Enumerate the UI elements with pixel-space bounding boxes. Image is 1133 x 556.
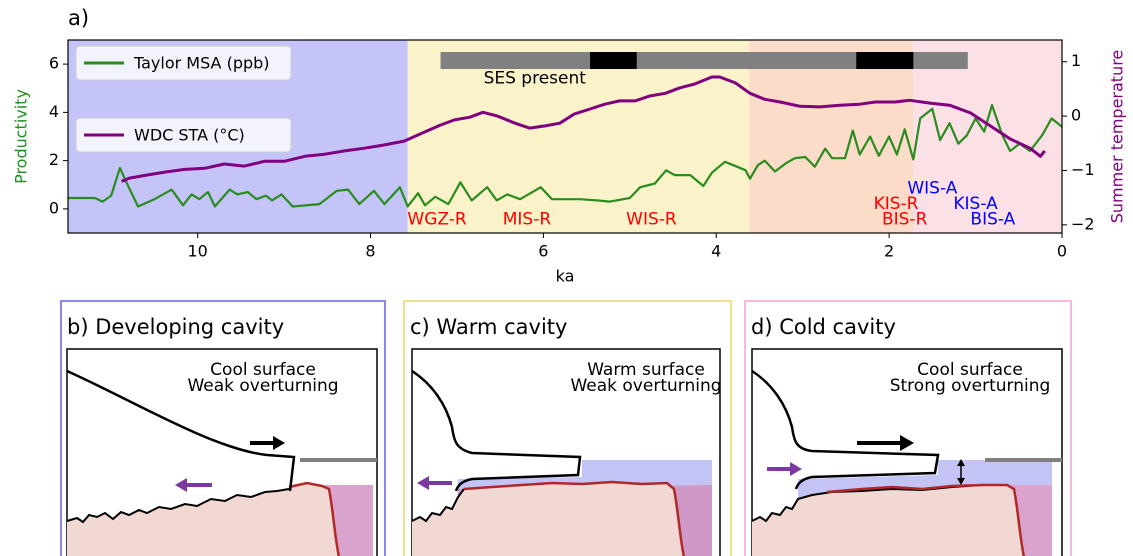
diagram: Warm surface Weak overturning (411, 348, 722, 556)
annotation: BIS-A (970, 210, 1015, 230)
y2-tick-label: −1 (1071, 160, 1095, 179)
seabed (67, 483, 339, 556)
x-tick-label: 6 (538, 242, 548, 261)
x-tick-label: 8 (365, 242, 375, 261)
legend-label: Taylor MSA (ppb) (133, 54, 270, 73)
annotation: WIS-R (626, 210, 677, 230)
seabed-line (411, 488, 465, 523)
y2-tick-label: −2 (1071, 214, 1095, 233)
y-tick-label: 2 (49, 150, 59, 169)
background-region (407, 40, 750, 233)
seabed-line (66, 488, 290, 524)
panel-frame (403, 300, 732, 556)
ses-bar (590, 52, 637, 69)
ses-bar (856, 52, 914, 69)
arrow (273, 436, 285, 450)
diagram: Cool surface Weak overturning (66, 348, 378, 556)
ses-bar (440, 52, 968, 69)
annotation: MIS-R (503, 210, 552, 230)
panel-text: Cool surface (917, 360, 1023, 380)
panel-text: Weak overturning (570, 376, 721, 396)
diagram: Cool surface Strong overturning (751, 348, 1063, 556)
seabed (752, 485, 1024, 556)
arrow (417, 476, 429, 490)
annotation: SES present (484, 69, 587, 89)
x-tick-label: 0 (1057, 242, 1067, 261)
annotation: KIS-A (953, 194, 998, 214)
legend-label: WDC STA (°C) (134, 126, 245, 145)
panel-label: a) (68, 6, 89, 30)
panel-title: c) Warm cavity (410, 315, 567, 339)
legend-box (75, 45, 292, 81)
seabed-line (751, 484, 983, 523)
arrow (790, 462, 802, 476)
y-tick-label: 4 (49, 102, 59, 121)
panel-title: b) Developing cavity (67, 315, 284, 339)
warm-water-line (463, 480, 686, 556)
arrow (175, 478, 187, 492)
data-line (68, 104, 1063, 208)
seabed (412, 482, 684, 556)
annotation: KIS-R (874, 194, 919, 214)
panel-text: Warm surface (587, 360, 705, 380)
annotation: WGZ-R (407, 210, 466, 230)
panel-text: Cool surface (210, 360, 316, 380)
y-axis-label: Productivity (12, 89, 31, 184)
arrow (900, 435, 914, 451)
warm-water-line (826, 483, 1026, 556)
y-tick-label: 0 (49, 198, 59, 217)
panel-frame (744, 300, 1072, 556)
plot-frame (67, 39, 1063, 234)
panel-c: c) Warm cavity Warm surface Weak overtur… (403, 300, 732, 556)
x-tick-label: 4 (711, 242, 721, 261)
annotation: BIS-R (882, 210, 928, 230)
x-axis-label: ka (556, 267, 575, 286)
y-tick-label: 6 (49, 54, 59, 73)
ice-shelf (66, 369, 296, 492)
y2-axis-label: Summer temperature (1108, 50, 1127, 224)
ice-shelf (411, 369, 582, 492)
panel-frame (60, 300, 386, 556)
x-tick-label: 10 (187, 242, 207, 261)
y2-tick-label: 1 (1071, 51, 1081, 70)
panel-text: Strong overturning (890, 376, 1051, 396)
ice-shelf (751, 369, 940, 490)
y2-tick-label: 0 (1071, 106, 1081, 125)
panel-d: d) Cold cavity Cool surface Strong overt… (744, 300, 1072, 556)
double-arrow (957, 459, 965, 485)
background-region (749, 40, 914, 233)
annotation: WIS-A (907, 178, 957, 198)
data-line (121, 75, 1046, 183)
legend-box (75, 117, 292, 153)
panel-b: b) Developing cavity Cool surface Weak o… (60, 300, 386, 556)
panel-title: d) Cold cavity (751, 315, 896, 339)
x-tick-label: 2 (884, 242, 894, 261)
warm-water-line (288, 481, 341, 556)
panel-text: Weak overturning (187, 376, 338, 396)
